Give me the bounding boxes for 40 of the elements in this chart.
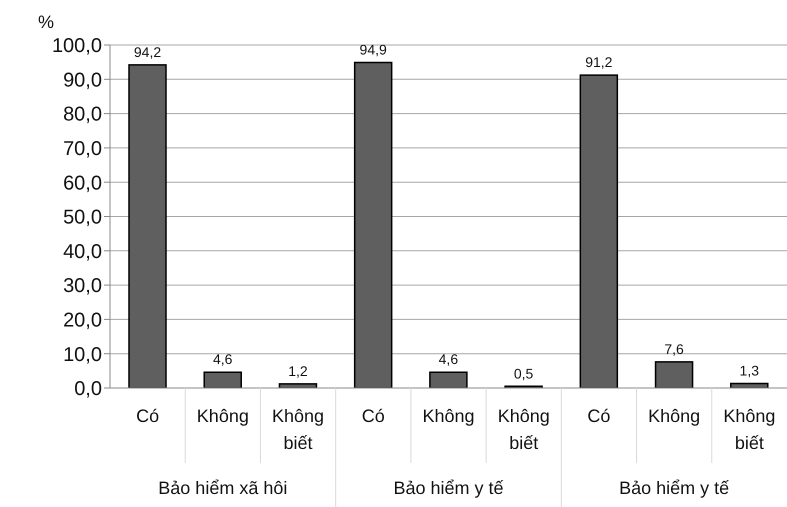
data-label: 94,2 bbox=[134, 44, 162, 60]
data-label: 91,2 bbox=[585, 54, 613, 70]
x-tick-label: Không bbox=[196, 406, 249, 426]
y-tick-label: 80,0 bbox=[63, 104, 102, 126]
y-tick-label: 70,0 bbox=[63, 138, 102, 160]
data-label: 1,3 bbox=[740, 362, 760, 379]
data-label: 4,6 bbox=[212, 351, 233, 368]
x-tick-label: Không biết bbox=[272, 406, 324, 453]
y-tick-label: 30,0 bbox=[63, 275, 102, 298]
y-tick-label: 0,0 bbox=[74, 378, 102, 400]
text: Bảo hiểm y tế bbox=[619, 478, 730, 498]
y-tick-label: 100,0 bbox=[52, 35, 102, 58]
data-label: 1,2 bbox=[288, 362, 308, 379]
y-axis-title: % bbox=[38, 12, 54, 33]
y-tick-label: 90,0 bbox=[63, 69, 102, 92]
x-tick-label: Không bbox=[422, 406, 475, 426]
x-tick-label: Có bbox=[362, 406, 385, 426]
bar bbox=[128, 64, 167, 388]
bar bbox=[429, 371, 468, 388]
y-tick-label: 10,0 bbox=[63, 344, 102, 366]
data-label: 94,9 bbox=[360, 41, 388, 58]
bar bbox=[203, 371, 242, 388]
y-tick-label: 60,0 bbox=[63, 172, 102, 194]
data-label: 7,6 bbox=[664, 340, 684, 357]
x-tick-label: Có bbox=[136, 406, 160, 426]
x-tick-label: Có bbox=[587, 406, 610, 426]
data-label: 4,6 bbox=[438, 351, 458, 368]
text: Bảo hiểm y tế bbox=[393, 478, 504, 498]
x-tick-label: Không biết bbox=[723, 406, 776, 453]
y-tick-label: 20,0 bbox=[63, 310, 102, 332]
y-tick-label: 50,0 bbox=[63, 206, 102, 229]
bar bbox=[354, 62, 392, 388]
data-label: 0,5 bbox=[514, 365, 534, 382]
bar bbox=[580, 74, 618, 388]
x-tick-label: Không bbox=[648, 406, 700, 426]
bar bbox=[278, 383, 318, 388]
x-tick-label: Không biết bbox=[498, 406, 550, 453]
bar bbox=[654, 361, 694, 388]
text: Bảo hiểm xã hôi bbox=[158, 478, 288, 498]
y-tick-label: 40,0 bbox=[63, 240, 102, 263]
